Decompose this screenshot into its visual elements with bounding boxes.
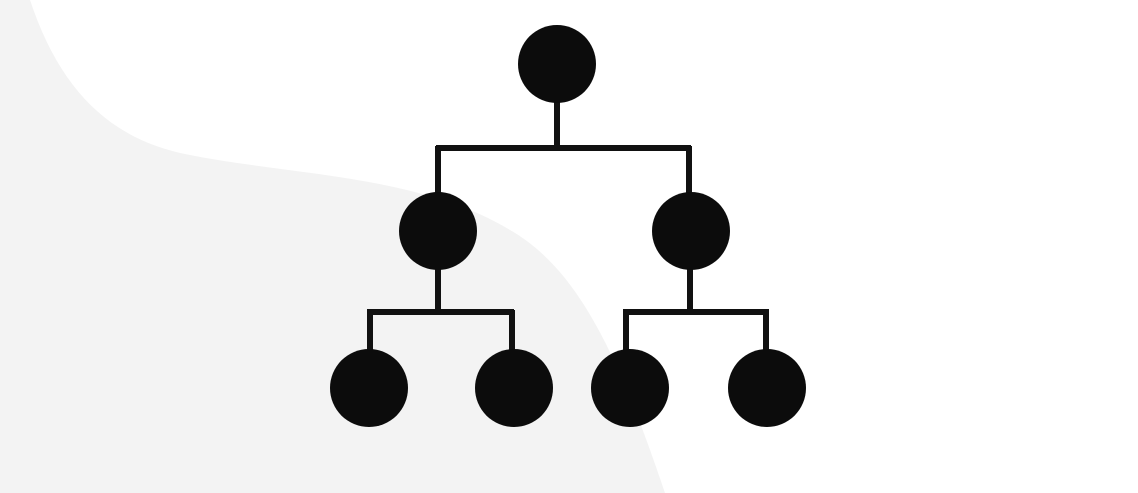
tree-connectors xyxy=(367,100,769,354)
tree-nodes xyxy=(330,25,806,427)
left-child-node xyxy=(399,192,477,270)
right-left-leaf-node xyxy=(591,349,669,427)
left-left-leaf-node xyxy=(330,349,408,427)
left-right-leaf-node xyxy=(475,349,553,427)
right-right-leaf-node xyxy=(728,349,806,427)
root-node xyxy=(518,25,596,103)
right-child-node xyxy=(652,192,730,270)
